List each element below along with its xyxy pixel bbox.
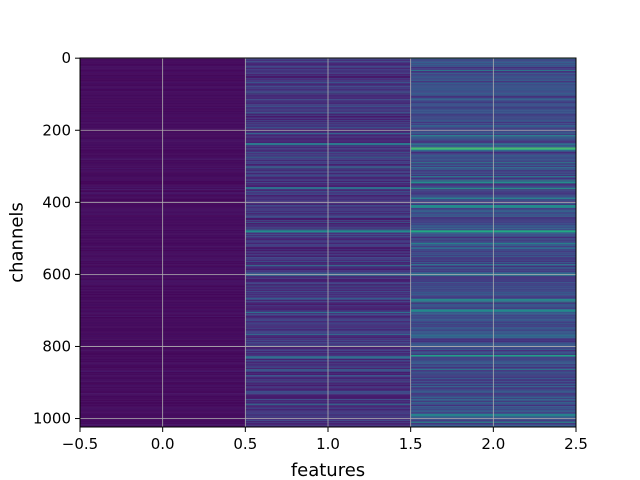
x-tick-label: 2.0 (481, 435, 505, 453)
x-axis: −0.5 0.0 0.5 1.0 1.5 2.0 2.5 (62, 427, 588, 453)
y-tick-label: 1000 (33, 410, 71, 428)
y-tick-label: 200 (42, 121, 71, 139)
x-tick-label: −0.5 (62, 435, 98, 453)
y-tick-label: 800 (42, 337, 71, 355)
y-axis-label: channels (6, 202, 27, 283)
x-axis-label: features (291, 460, 365, 480)
y-axis: 0 200 400 600 800 1000 (33, 49, 80, 428)
y-tick-label: 400 (42, 193, 71, 211)
x-tick-label: 2.5 (564, 435, 588, 453)
x-tick-label: 1.0 (316, 435, 340, 453)
y-tick-label: 600 (42, 265, 71, 283)
x-tick-label: 0.5 (233, 435, 257, 453)
x-tick-label: 0.0 (151, 435, 175, 453)
x-tick-label: 1.5 (399, 435, 423, 453)
y-tick-label: 0 (61, 49, 71, 67)
